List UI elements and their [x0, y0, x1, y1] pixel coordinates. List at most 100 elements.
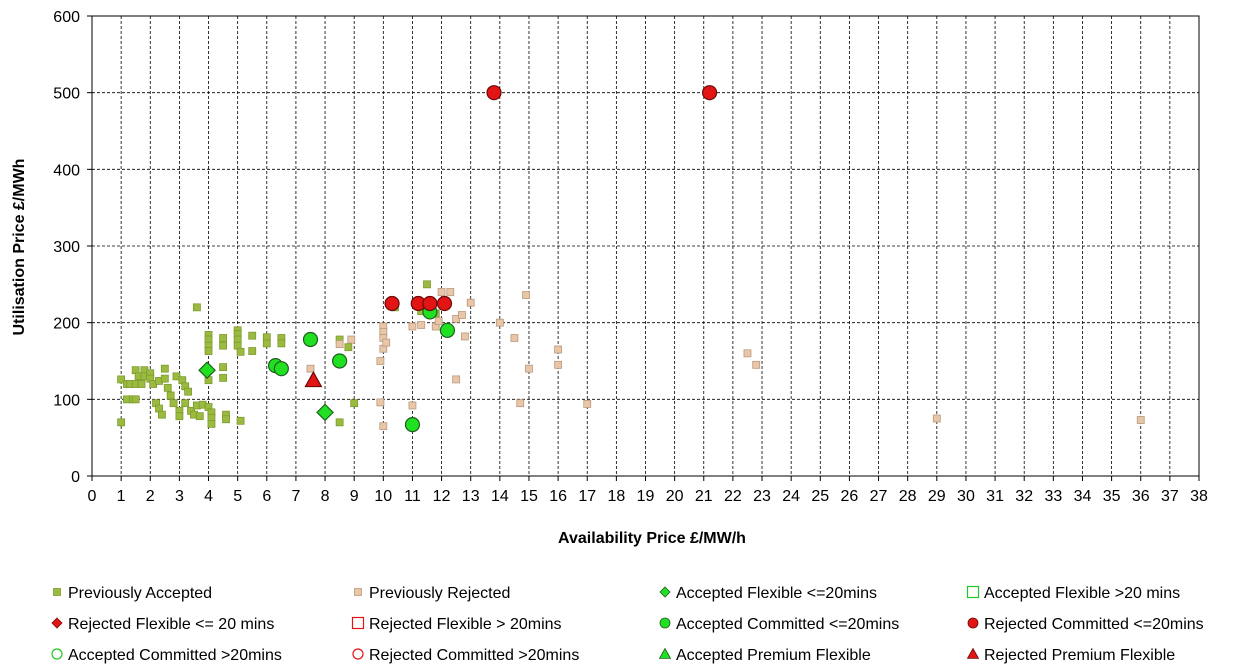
- data-point-previously-rejected: [522, 291, 530, 299]
- data-point-previously-rejected: [306, 364, 315, 373]
- data-point-rejected-committed-20mins: [436, 295, 453, 312]
- legend-item: Rejected Flexible <= 20 mins: [51, 616, 274, 633]
- data-point-previously-accepted: [236, 347, 245, 356]
- x-tick-label: 35: [1103, 488, 1121, 505]
- y-tick-label: 200: [53, 316, 80, 333]
- x-tick-label: 15: [520, 488, 538, 505]
- data-point-previously-rejected: [379, 422, 388, 431]
- data-point-rejected-committed-20mins: [486, 85, 502, 101]
- x-tick-label: 12: [433, 488, 451, 505]
- x-tick-label: 25: [811, 488, 829, 505]
- legend-label: Accepted Flexible <=20mins: [676, 585, 877, 602]
- x-tick-label: 13: [462, 488, 480, 505]
- legend-item: Accepted Flexible >20 mins: [966, 585, 1180, 602]
- data-point-previously-accepted: [117, 418, 126, 427]
- data-point-previously-rejected: [417, 321, 426, 329]
- data-point-previously-rejected: [516, 399, 525, 408]
- legend-label: Accepted Flexible >20 mins: [984, 585, 1180, 602]
- legend-item: Accepted Premium Flexible: [658, 647, 871, 664]
- data-point-previously-accepted: [350, 399, 359, 408]
- data-point-previously-accepted: [248, 331, 257, 340]
- data-point-previously-rejected: [408, 401, 417, 410]
- data-point-previously-accepted: [175, 412, 184, 421]
- x-tick-label: 22: [724, 488, 742, 505]
- y-tick-label: 100: [53, 392, 80, 409]
- x-tick-label: 38: [1190, 488, 1208, 505]
- y-tick-label: 600: [53, 9, 80, 26]
- x-tick-label: 1: [117, 488, 126, 505]
- data-point-accepted-flexible-20mins: [316, 403, 334, 422]
- legend-label: Previously Accepted: [68, 585, 212, 602]
- legend-marker: [659, 586, 671, 598]
- data-point-previously-rejected: [460, 332, 469, 341]
- legend-item: Accepted Flexible <=20mins: [659, 585, 877, 602]
- x-tick-label: 7: [291, 488, 300, 505]
- legend-marker: [966, 585, 980, 599]
- legend-marker: [967, 617, 979, 629]
- legend-item: Accepted Committed <=20mins: [659, 616, 899, 633]
- x-tick-label: 29: [928, 488, 946, 505]
- legend-marker: [352, 648, 364, 660]
- legend: Previously Accepted Previously Rejected Ac…: [51, 585, 1204, 664]
- data-point-previously-rejected: [382, 338, 391, 347]
- data-point-previously-accepted: [163, 383, 172, 392]
- y-axis-title: Utilisation Price £/MWh: [11, 159, 28, 336]
- legend-marker: [966, 647, 980, 659]
- data-point-previously-accepted: [195, 412, 204, 421]
- x-tick-label: 18: [607, 488, 625, 505]
- data-point-previously-accepted: [169, 399, 178, 408]
- x-tick-label: 21: [695, 488, 713, 505]
- data-point-previously-rejected: [458, 311, 466, 319]
- x-tick-label: 28: [899, 488, 917, 505]
- x-tick-label: 3: [175, 488, 184, 505]
- data-point-previously-accepted: [137, 380, 146, 388]
- x-tick-label: 5: [233, 488, 242, 505]
- data-point-previously-accepted: [236, 416, 245, 425]
- data-point-accepted-committed-20mins: [332, 353, 348, 369]
- x-tick-label: 26: [841, 488, 859, 505]
- x-tick-label: 10: [374, 488, 392, 505]
- data-point-previously-accepted: [160, 374, 169, 383]
- data-point-accepted-committed-20mins: [404, 417, 421, 433]
- legend-label: Accepted Premium Flexible: [676, 647, 871, 664]
- data-point-previously-accepted: [184, 387, 193, 396]
- data-point-previously-accepted: [207, 419, 216, 428]
- data-point-previously-rejected: [932, 414, 941, 423]
- legend-marker: [351, 616, 365, 630]
- legend-marker: [659, 617, 671, 629]
- data-point-previously-accepted: [423, 280, 431, 289]
- data-point-previously-rejected: [347, 335, 356, 344]
- data-point-previously-rejected: [408, 322, 417, 331]
- x-tick-label: 31: [986, 488, 1004, 505]
- grid-layer: [92, 16, 1199, 476]
- data-point-previously-rejected: [434, 317, 443, 326]
- x-tick-label: 32: [1015, 488, 1033, 505]
- x-tick-label: 2: [146, 488, 155, 505]
- x-tick-label: 14: [491, 488, 509, 505]
- data-point-previously-rejected: [376, 357, 385, 365]
- data-point-previously-rejected: [743, 349, 752, 358]
- x-tick-label: 6: [262, 488, 271, 505]
- data-point-accepted-committed-20mins: [302, 331, 319, 348]
- data-point-previously-rejected: [1136, 416, 1145, 424]
- data-point-previously-accepted: [131, 395, 140, 404]
- data-point-previously-accepted: [248, 347, 257, 355]
- legend-label: Accepted Committed >20mins: [68, 647, 282, 664]
- data-point-previously-accepted: [117, 375, 126, 384]
- data-point-previously-rejected: [752, 360, 761, 369]
- data-point-previously-accepted: [219, 373, 227, 382]
- data-point-previously-accepted: [222, 415, 230, 424]
- data-point-rejected-committed-20mins: [384, 295, 400, 312]
- data-point-accepted-committed-20mins: [273, 361, 289, 377]
- legend-item: Rejected Premium Flexible: [966, 647, 1175, 664]
- data-point-previously-accepted: [219, 334, 227, 342]
- data-point-previously-accepted: [277, 339, 286, 348]
- data-point-previously-rejected: [495, 318, 504, 327]
- data-point-previously-accepted: [335, 418, 344, 427]
- data-point-previously-rejected: [452, 375, 461, 384]
- y-tick-label: 500: [53, 86, 80, 103]
- data-point-previously-accepted: [166, 391, 175, 400]
- x-axis-title: Availability Price £/MW/h: [558, 530, 746, 547]
